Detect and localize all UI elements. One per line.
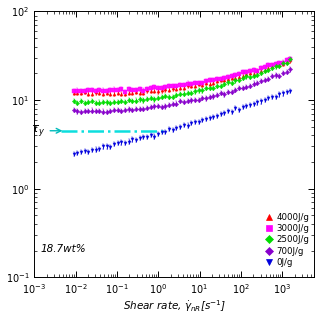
Legend: 4000J/g, 3000J/g, 2500J/g, 700J/g, 0J/g: 4000J/g, 3000J/g, 2500J/g, 700J/g, 0J/g: [264, 212, 310, 268]
X-axis label: Shear rate, $\dot{\gamma}_{nR}$[s$^{-1}$]: Shear rate, $\dot{\gamma}_{nR}$[s$^{-1}$…: [123, 299, 226, 315]
Text: 18.7wt%: 18.7wt%: [40, 244, 86, 254]
Text: $\tau_y$: $\tau_y$: [30, 123, 61, 138]
